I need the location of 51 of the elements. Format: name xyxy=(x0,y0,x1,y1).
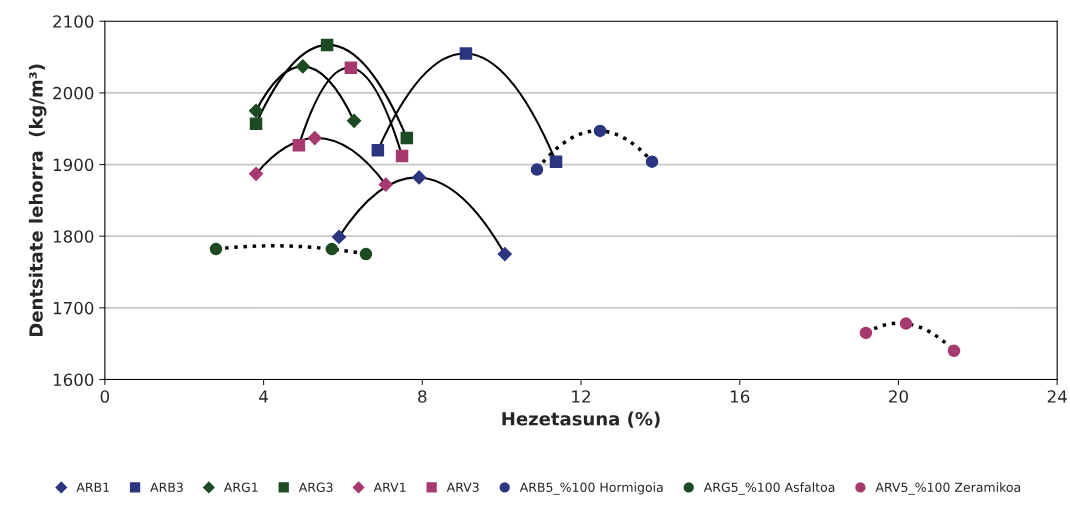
point xyxy=(307,130,322,146)
point xyxy=(497,247,512,262)
point xyxy=(248,166,264,181)
y-tick-label: 1600 xyxy=(53,373,94,387)
point xyxy=(549,155,563,168)
x-tick-label: 4 xyxy=(259,390,268,403)
y-tick-label: 2100 xyxy=(53,15,94,28)
legend-label: ARV1 xyxy=(373,482,406,492)
point xyxy=(359,247,373,261)
point xyxy=(320,38,334,52)
point xyxy=(859,326,873,340)
point xyxy=(899,317,913,330)
legend-label: ARG5_%100 Asfaltoa xyxy=(703,482,835,495)
y-tick-label: 2000 xyxy=(53,86,94,100)
x-tick-label: 12 xyxy=(572,390,590,403)
point xyxy=(346,113,362,128)
legend-label: ARV3 xyxy=(446,482,479,492)
point xyxy=(459,47,473,60)
y-axis-title: Dentsitate lehorra (kg/m³) xyxy=(28,64,47,337)
point xyxy=(248,103,264,118)
point xyxy=(344,61,358,75)
x-tick-label: 16 xyxy=(730,390,750,403)
legend-label: ARG1 xyxy=(223,482,258,492)
x-axis-title: Hezetasuna (%) xyxy=(502,411,660,428)
point xyxy=(295,59,310,74)
point xyxy=(530,163,544,176)
legend-label: ARB1 xyxy=(76,482,109,492)
legend-label: ARB5_%100 Hormigoia xyxy=(519,482,663,495)
point xyxy=(292,138,306,152)
point xyxy=(645,155,659,168)
legend-label: ARG3 xyxy=(298,482,333,492)
point xyxy=(593,124,607,138)
x-tick-label: 8 xyxy=(418,390,427,403)
point xyxy=(378,177,393,192)
point xyxy=(371,143,385,157)
point xyxy=(331,229,347,244)
x-tick-label: 24 xyxy=(1047,390,1067,403)
legend-label: ARV5_%100 Zeramikoa xyxy=(875,482,1021,495)
point xyxy=(412,170,427,185)
point xyxy=(249,117,263,130)
point xyxy=(395,149,409,163)
x-tick-label: 20 xyxy=(889,390,908,403)
point xyxy=(947,344,961,358)
legend-label: ARB3 xyxy=(150,482,183,492)
y-tick-label: 1700 xyxy=(53,301,94,315)
point xyxy=(209,242,223,256)
point xyxy=(400,131,414,145)
point xyxy=(325,242,339,256)
y-tick-label: 1900 xyxy=(53,158,94,172)
x-tick-label: 0 xyxy=(100,390,110,403)
y-tick-label: 1800 xyxy=(53,230,94,243)
